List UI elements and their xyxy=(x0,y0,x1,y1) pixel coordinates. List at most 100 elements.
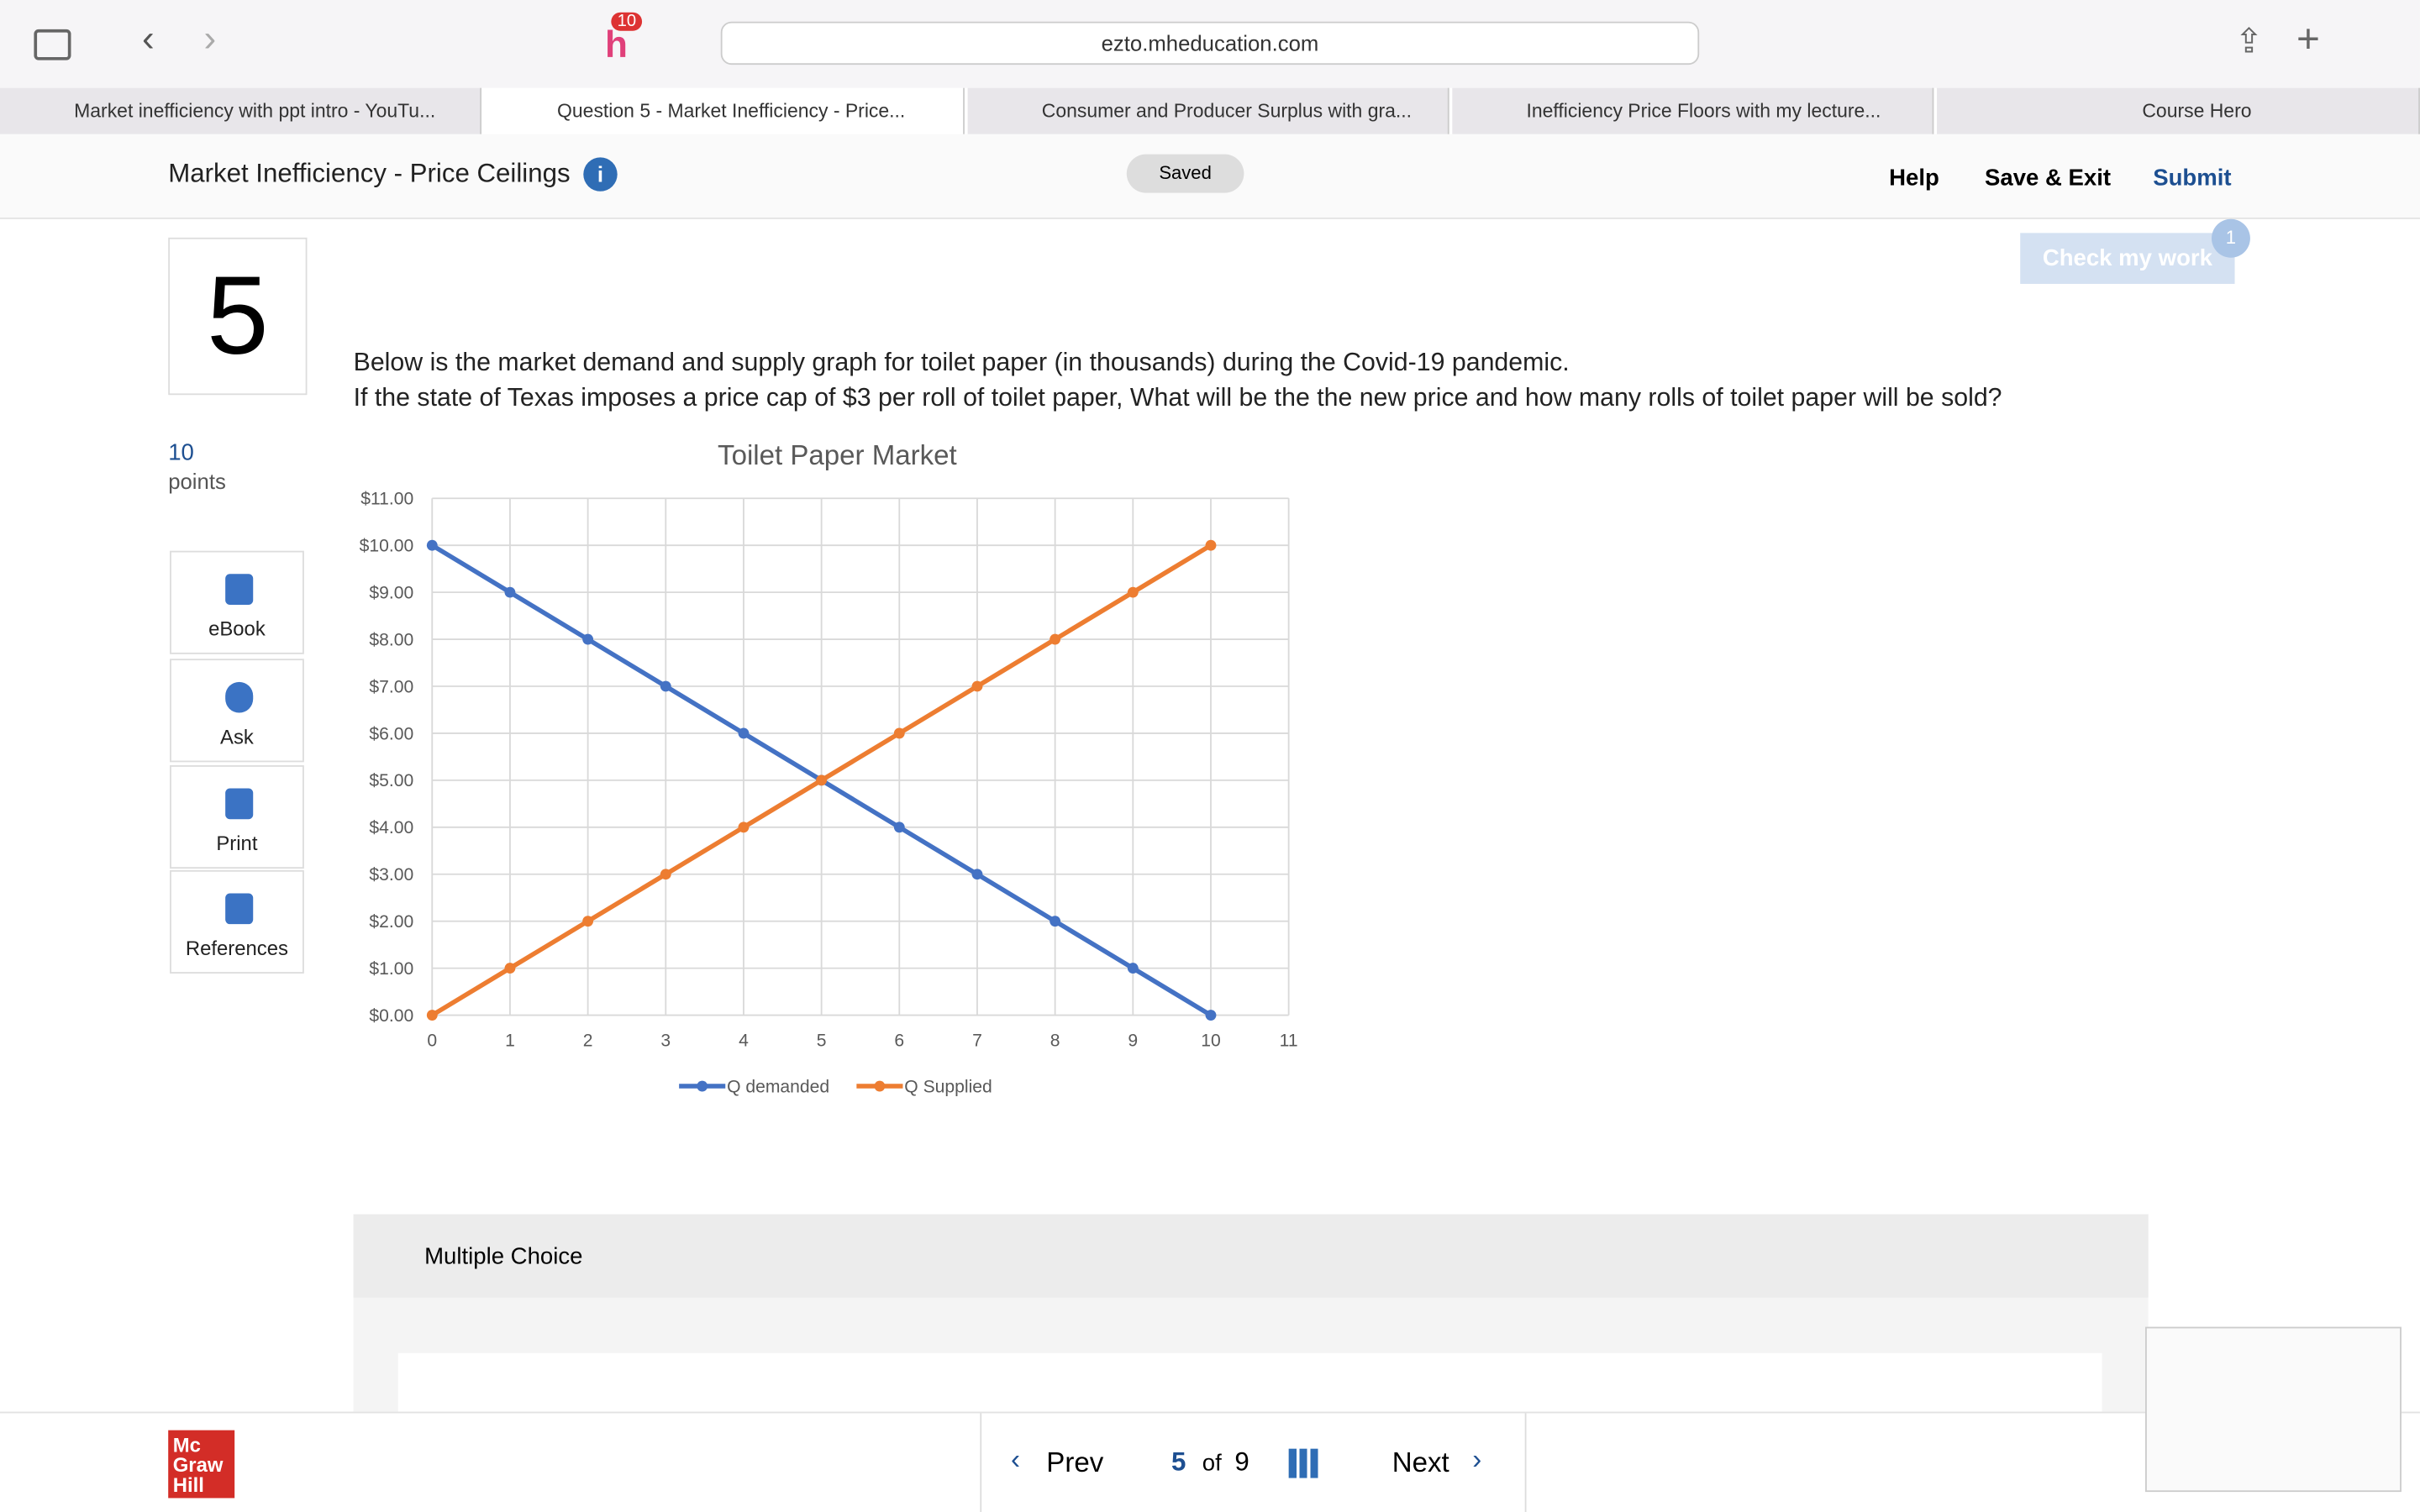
new-tab-button[interactable]: + xyxy=(2296,15,2320,62)
y-tick-label: $0.00 xyxy=(369,1006,413,1026)
y-tick-label: $2.00 xyxy=(369,912,413,932)
prev-button[interactable]: Prev xyxy=(1046,1446,1104,1478)
ebook-tool[interactable]: eBook xyxy=(170,550,304,654)
y-tick-label: $1.00 xyxy=(369,959,413,979)
point xyxy=(660,869,671,880)
chart: Toilet Paper Market $0.00 $1.00 $2.00 $3.00 $… xyxy=(360,440,1298,1097)
x-tick-label: 3 xyxy=(660,1031,671,1050)
share-button[interactable]: ⇪ xyxy=(2234,21,2264,60)
point xyxy=(1127,963,1139,974)
logo-text: Hill xyxy=(172,1473,204,1497)
back-button[interactable]: ‹ xyxy=(141,18,155,60)
forward-button[interactable]: › xyxy=(203,18,217,60)
x-tick-label: 9 xyxy=(1128,1031,1138,1050)
chart-title: Toilet Paper Market xyxy=(718,440,957,471)
point xyxy=(893,822,905,833)
point xyxy=(1050,633,1061,645)
point xyxy=(426,539,438,551)
section-label: Multiple Choice xyxy=(424,1243,583,1270)
point xyxy=(1205,1010,1217,1021)
check-badge: 1 xyxy=(2211,218,2250,258)
save-exit-link[interactable]: Save & Exit xyxy=(1984,165,2112,192)
logo: Mc Graw Hill xyxy=(168,1430,235,1499)
legend-label: Q demanded xyxy=(727,1077,829,1096)
check-button[interactable]: Check my work xyxy=(2020,233,2235,284)
points: 10 xyxy=(168,439,194,466)
x-tick-label: 6 xyxy=(894,1031,904,1050)
page-current: 5 xyxy=(1171,1446,1186,1477)
print-tool[interactable]: Print xyxy=(170,765,304,869)
honey-icon[interactable]: h xyxy=(604,24,628,66)
question-number: 5 xyxy=(168,237,308,396)
tab[interactable]: Question 5 - Market Inefficiency - Price… xyxy=(482,87,965,134)
thumbnail[interactable] xyxy=(2145,1326,2402,1493)
point xyxy=(1205,539,1217,551)
assignment-title: Market Inefficiency - Price Ceilings xyxy=(168,159,571,189)
grid-button[interactable] xyxy=(1288,1448,1318,1478)
legend-label: Q Supplied xyxy=(904,1077,992,1096)
point xyxy=(738,822,750,833)
point xyxy=(971,869,983,880)
y-tick-label: $4.00 xyxy=(369,818,413,837)
tool-label: Print xyxy=(216,831,258,855)
x-tick-label: 7 xyxy=(972,1031,982,1050)
tool-label: eBook xyxy=(208,617,266,641)
choice[interactable] xyxy=(397,1352,2102,1415)
info-icon[interactable]: i xyxy=(583,157,618,192)
tab[interactable]: Inefficiency Price Floors with my lectur… xyxy=(1452,87,1934,134)
point xyxy=(738,727,750,739)
badge: 10 xyxy=(611,12,643,31)
y-tick-label: $10.00 xyxy=(360,537,414,556)
tab[interactable]: Market inefficiency with ppt intro - You… xyxy=(0,87,482,134)
point xyxy=(893,727,905,739)
next-arrow[interactable]: › xyxy=(1472,1444,1482,1475)
logo-text: Graw xyxy=(172,1453,224,1477)
sidebar-button[interactable] xyxy=(34,29,71,60)
references-tool[interactable]: References xyxy=(170,869,304,974)
x-tick-label: 10 xyxy=(1201,1031,1220,1050)
y-tick-label: $3.00 xyxy=(369,865,413,885)
y-tick-label: $6.00 xyxy=(369,724,413,743)
point xyxy=(582,916,594,927)
address-bar[interactable]: ezto.mheducation.com xyxy=(720,21,1700,66)
point xyxy=(816,774,828,786)
y-tick-label: $8.00 xyxy=(369,630,413,649)
y-tick-label: $9.00 xyxy=(369,583,413,602)
y-tick-label: $5.00 xyxy=(369,771,413,790)
x-tick-label: 11 xyxy=(1280,1031,1298,1050)
point xyxy=(582,633,594,645)
x-tick-label: 2 xyxy=(583,1031,593,1050)
saved-status: Saved xyxy=(1126,154,1244,193)
point xyxy=(1127,586,1139,598)
prev-arrow[interactable]: ‹ xyxy=(1011,1444,1021,1475)
help-link[interactable]: Help xyxy=(1889,165,1939,192)
point xyxy=(660,680,671,692)
x-tick-label: 4 xyxy=(739,1031,749,1050)
x-tick-label: 1 xyxy=(505,1031,515,1050)
submit-link[interactable]: Submit xyxy=(2153,165,2232,192)
tab[interactable]: Consumer and Producer Surplus with gra..… xyxy=(967,87,1449,134)
y-tick-label: $7.00 xyxy=(369,677,413,696)
points-label: points xyxy=(168,469,226,494)
logo-text: Mc xyxy=(172,1433,201,1457)
point xyxy=(504,586,516,598)
point xyxy=(504,963,516,974)
next-button[interactable]: Next xyxy=(1392,1446,1449,1478)
x-tick-label: 5 xyxy=(817,1031,827,1050)
page-of: of xyxy=(1202,1450,1222,1477)
footer xyxy=(0,1411,2420,1512)
question-text: Below is the market demand and supply gr… xyxy=(353,349,1570,377)
answer-header xyxy=(353,1214,2149,1298)
legend-swatch xyxy=(874,1080,886,1092)
point xyxy=(426,1010,438,1021)
question-text: If the state of Texas imposes a price ca… xyxy=(353,384,2002,412)
page-total: 9 xyxy=(1234,1446,1249,1477)
tab[interactable]: Course Hero xyxy=(1937,87,2420,134)
x-tick-label: 0 xyxy=(427,1031,437,1050)
point xyxy=(971,680,983,692)
ask-tool[interactable]: Ask xyxy=(170,659,304,763)
tool-label: Ask xyxy=(220,725,254,748)
pager xyxy=(980,1413,1527,1512)
